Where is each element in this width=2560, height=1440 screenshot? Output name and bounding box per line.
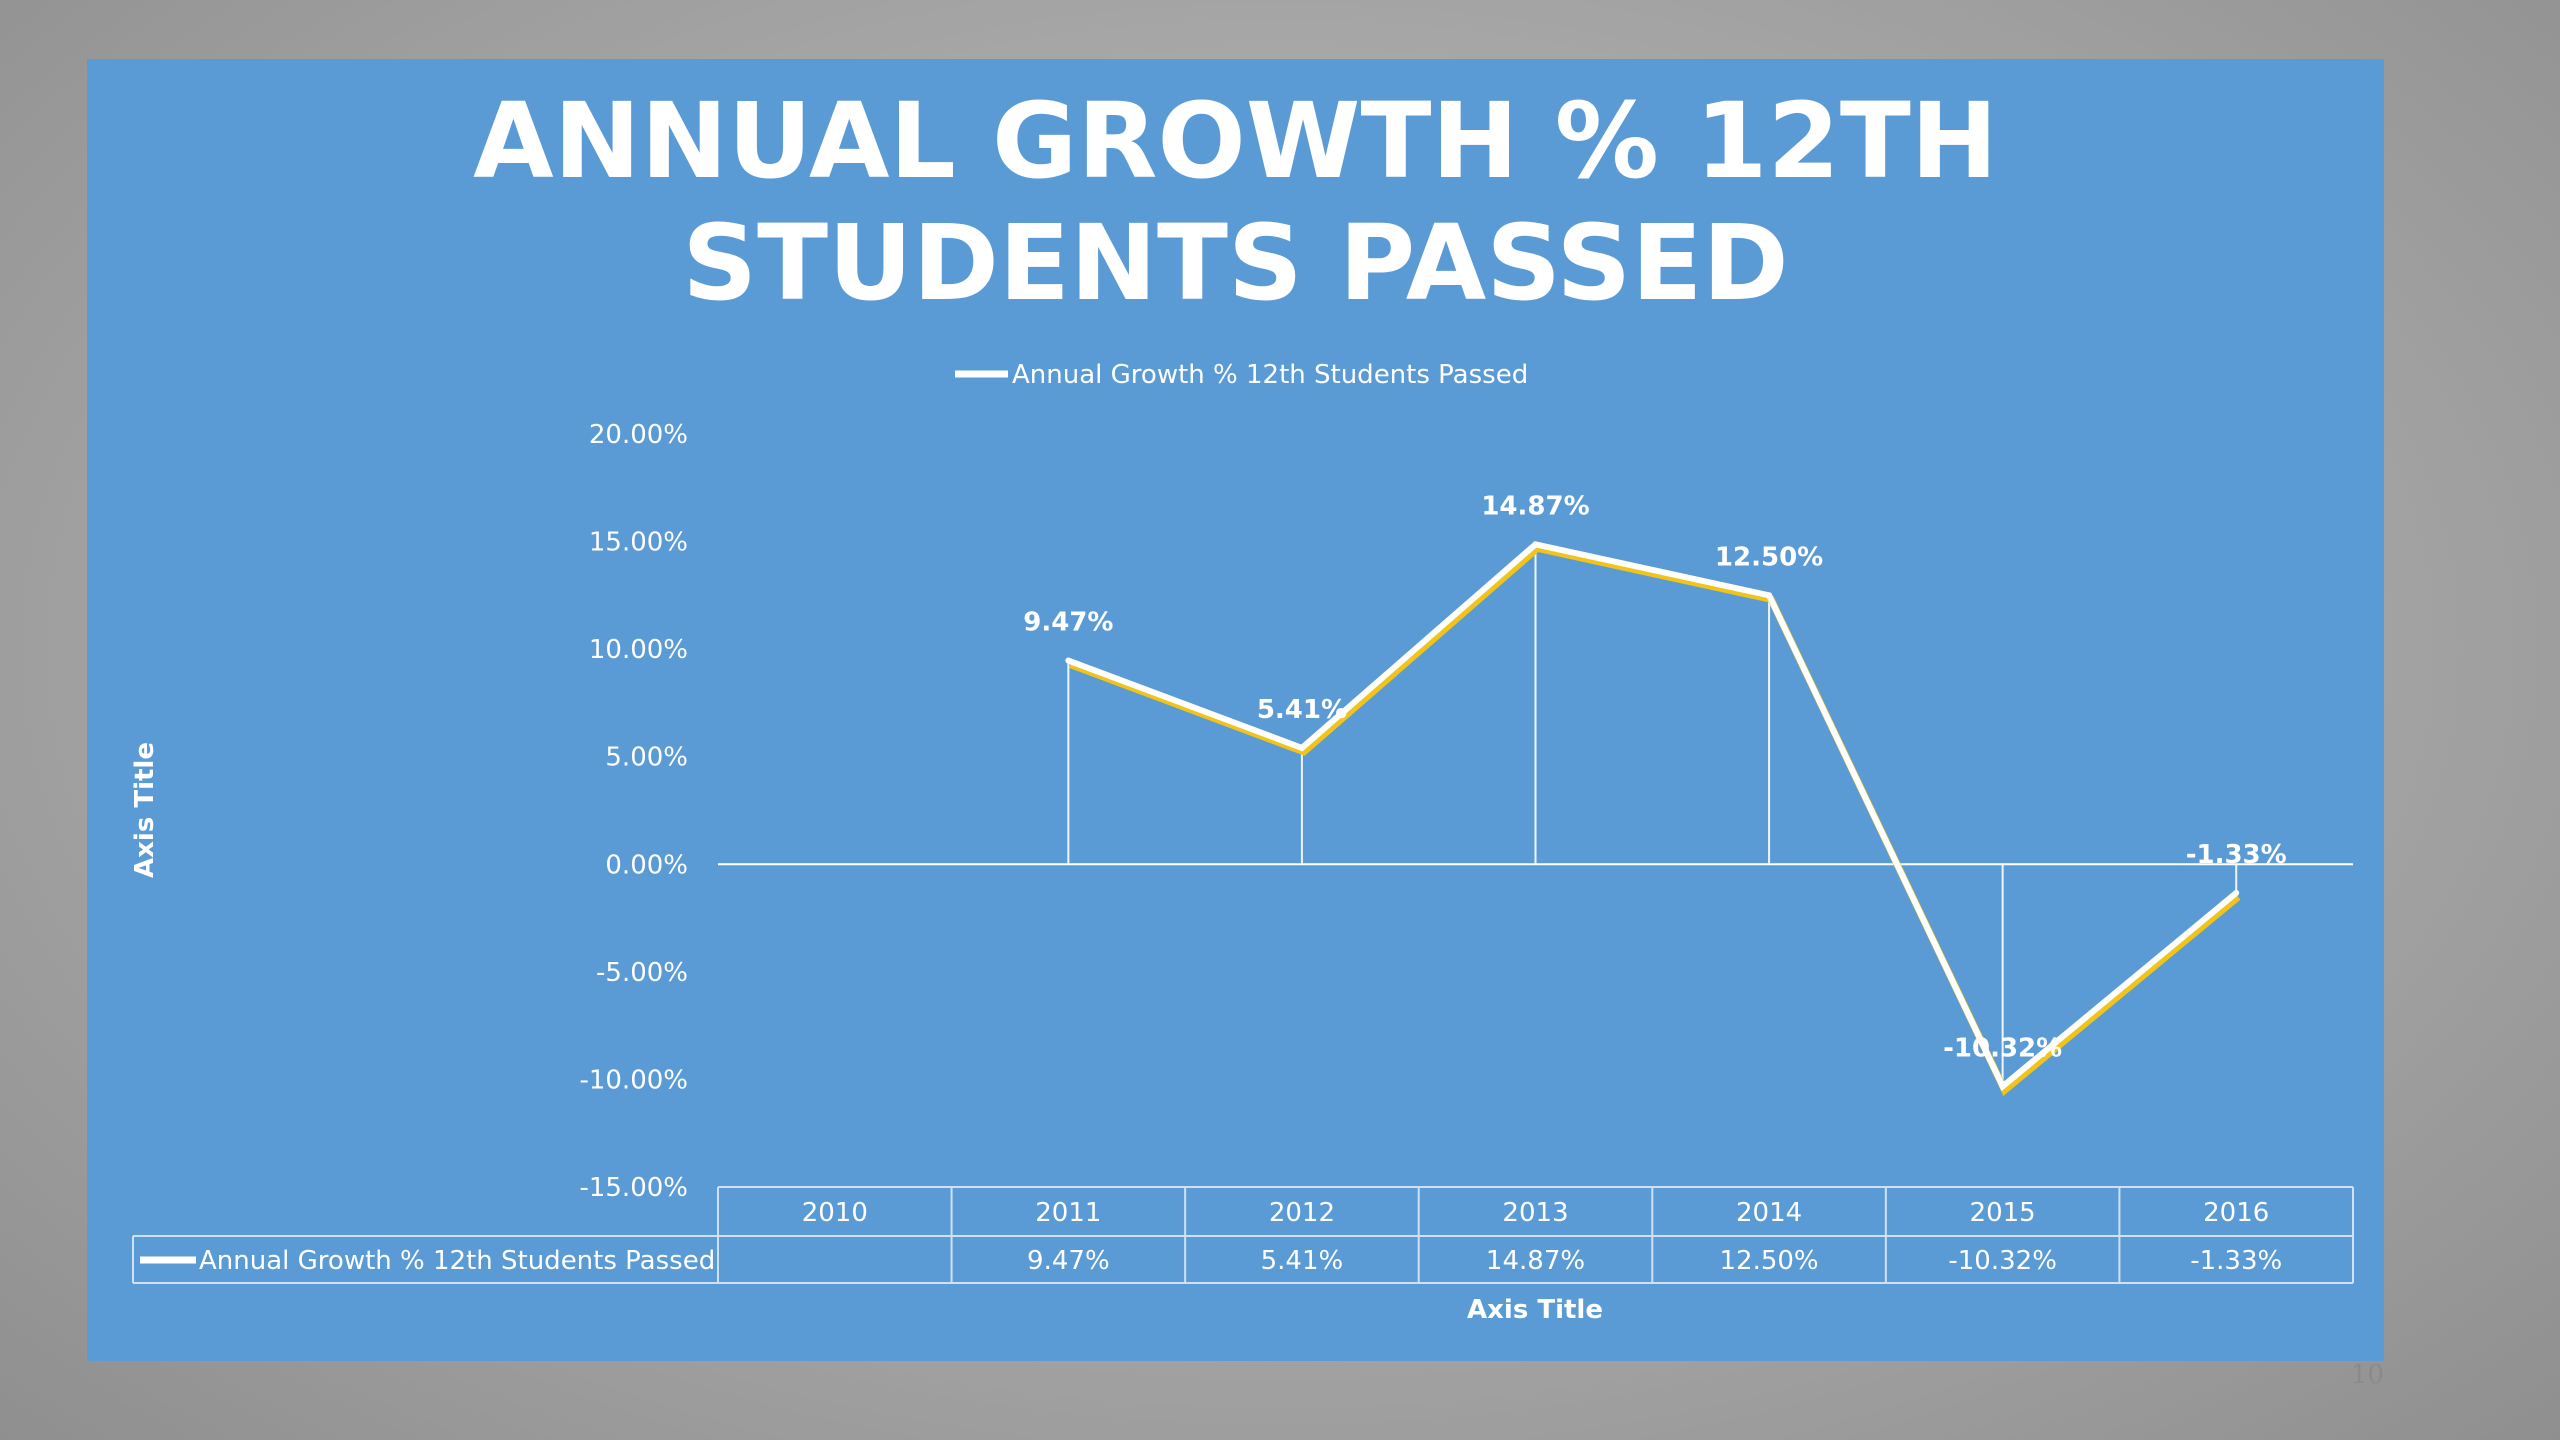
y-tick-label: 10.00% bbox=[589, 635, 688, 665]
table-value: 9.47% bbox=[1027, 1246, 1110, 1276]
table-category: 2015 bbox=[1970, 1198, 2036, 1228]
data-table: 2010 2011 9.47% 2012 5.41% 2013 14.87% 2014 12.5… bbox=[132, 1186, 2354, 1284]
x-axis-title: Axis Title bbox=[1467, 1295, 1603, 1325]
table-category: 2010 bbox=[802, 1198, 868, 1228]
data-point bbox=[1298, 744, 1305, 751]
y-tick-label: 15.00% bbox=[589, 528, 688, 558]
chart-title: ANNUAL GROWTH % 12TH STUDENTS PASSED bbox=[87, 80, 2384, 324]
y-axis: 20.00% 15.00% 10.00% 5.00% 0.00% -5.00% -10.00… bbox=[579, 420, 2353, 1203]
data-label: 12.50% bbox=[1715, 542, 1823, 572]
data-label: -1.33% bbox=[2186, 840, 2287, 870]
y-tick-label: 20.00% bbox=[589, 420, 688, 450]
table-category: 2014 bbox=[1736, 1198, 1802, 1228]
data-label: 5.41% bbox=[1257, 695, 1347, 725]
table-category: 2011 bbox=[1035, 1198, 1101, 1228]
data-label: 9.47% bbox=[1023, 608, 1113, 638]
data-series bbox=[1065, 541, 2241, 1096]
data-label: 14.87% bbox=[1481, 491, 1589, 521]
y-tick-label: -15.00% bbox=[579, 1173, 688, 1203]
series-line-shadow bbox=[1069, 544, 2241, 1096]
chart-title-line-2: STUDENTS PASSED bbox=[682, 202, 1789, 324]
table-category: 2013 bbox=[1502, 1198, 1568, 1228]
table-category: 2012 bbox=[1269, 1198, 1335, 1228]
y-tick-label: -5.00% bbox=[596, 958, 688, 988]
table-series-name: Annual Growth % 12th Students Passed bbox=[199, 1246, 715, 1276]
y-axis-title: Axis Title bbox=[130, 742, 160, 878]
data-point bbox=[1999, 1083, 2006, 1090]
y-tick-label: -10.00% bbox=[579, 1065, 688, 1095]
table-value: -10.32% bbox=[1948, 1246, 2057, 1276]
table-value: 14.87% bbox=[1486, 1246, 1585, 1276]
y-tick-label: 0.00% bbox=[605, 850, 688, 880]
data-point bbox=[2233, 889, 2240, 896]
legend-label: Annual Growth % 12th Students Passed bbox=[1012, 360, 1528, 390]
table-value: 12.50% bbox=[1720, 1246, 1819, 1276]
drop-lines bbox=[1067, 544, 2238, 1087]
data-labels: 9.47% 5.41% 14.87% 12.50% -10.32% -1.33% bbox=[1023, 491, 2286, 1063]
series-line bbox=[1067, 541, 2239, 1092]
y-tick-label: 5.00% bbox=[605, 743, 688, 773]
chart-legend: Annual Growth % 12th Students Passed bbox=[955, 360, 1528, 390]
data-point bbox=[1065, 657, 1072, 664]
table-value: -1.33% bbox=[2190, 1246, 2282, 1276]
table-category: 2016 bbox=[2203, 1198, 2269, 1228]
data-label: -10.32% bbox=[1943, 1033, 2062, 1063]
data-point bbox=[1766, 592, 1773, 599]
chart-slide bbox=[87, 59, 2384, 1361]
data-point bbox=[1532, 541, 1539, 548]
chart-title-line-1: ANNUAL GROWTH % 12TH bbox=[473, 80, 1998, 202]
page-number: 10 bbox=[2350, 1360, 2384, 1390]
table-value: 5.41% bbox=[1261, 1246, 1344, 1276]
